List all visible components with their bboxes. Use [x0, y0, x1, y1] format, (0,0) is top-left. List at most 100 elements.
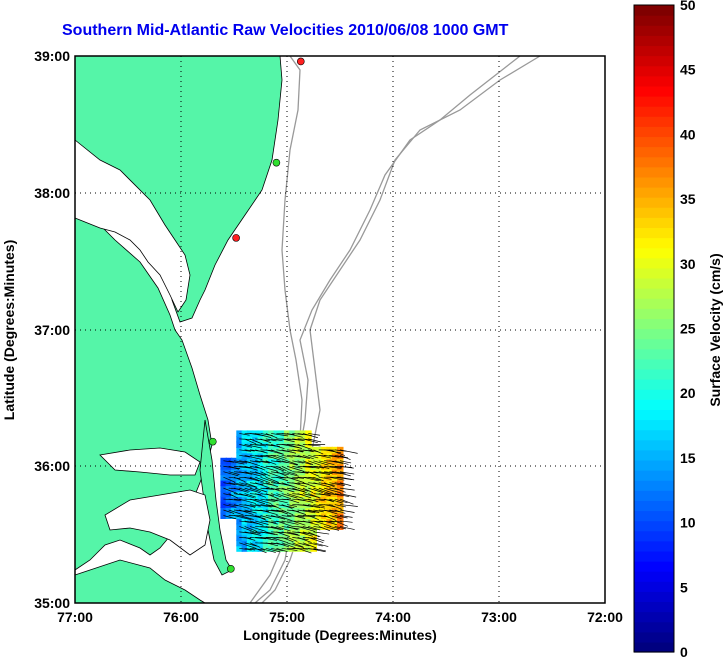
- colorbar-band: [634, 176, 674, 188]
- velocity-arrow: [276, 476, 288, 482]
- velocity-arrow: [244, 444, 263, 449]
- velocity-arrow: [281, 493, 298, 499]
- colorbar-frame: [633, 4, 675, 653]
- velocity-arrow: [339, 520, 353, 523]
- velocity-arrow: [286, 526, 298, 531]
- velocity-arrow: [323, 482, 335, 488]
- velocity-arrow: [270, 537, 289, 544]
- velocity-arrow: [339, 449, 358, 454]
- velocity-arrow: [223, 504, 237, 508]
- velocity-arrow: [308, 509, 319, 513]
- velocity-arrow: [244, 460, 260, 467]
- velocity-arrow: [308, 476, 321, 481]
- colorbar-band: [634, 358, 674, 370]
- velocity-arrow: [244, 476, 260, 482]
- velocity-arrow: [276, 509, 289, 515]
- velocity-arrow: [244, 454, 263, 460]
- velocity-arrow: [318, 460, 335, 466]
- colorbar: 0 5 10 15 20 25 30 35 40 45 50 Surface Velocity (c…: [633, 0, 723, 659]
- velocity-arrow: [313, 460, 329, 466]
- colorbar-band: [634, 207, 674, 218]
- colorbar-band: [634, 510, 674, 522]
- colorbar-band: [634, 571, 674, 582]
- colorbar-band: [634, 106, 674, 117]
- velocity-arrow: [276, 465, 287, 472]
- colorbar-band: [634, 500, 674, 512]
- velocity-arrow: [297, 493, 312, 499]
- colorbar-band: [634, 591, 674, 603]
- velocity-arrow: [228, 493, 239, 499]
- albemarle-sound: [99, 447, 201, 476]
- velocity-arrow: [270, 454, 288, 462]
- velocity-arrow: [265, 454, 281, 461]
- velocity-arrow: [244, 438, 257, 445]
- velocity-arrow: [260, 509, 278, 516]
- velocity-arrow: [308, 498, 319, 503]
- velocity-arrow: [270, 493, 282, 498]
- velocity-arrow: [334, 520, 348, 527]
- y-tick-label: 36:00: [34, 458, 70, 474]
- velocity-arrow: [223, 509, 235, 514]
- velocity-arrow: [239, 493, 255, 499]
- velocity-arrow: [308, 526, 321, 531]
- velocity-arrow: [324, 454, 340, 458]
- velocity-arrow: [286, 537, 298, 542]
- velocity-arrow: [339, 465, 354, 469]
- velocity-arrow: [276, 460, 288, 464]
- velocity-arrow: [329, 465, 342, 468]
- colorbar-band: [634, 621, 674, 633]
- velocity-arrow: [260, 438, 272, 444]
- velocity-arrow: [244, 537, 256, 541]
- velocity-arrow: [313, 471, 331, 475]
- velocity-arrow: [276, 515, 293, 522]
- velocity-arrow: [233, 504, 250, 509]
- velocity-arrow: [265, 433, 278, 439]
- velocity-arrow: [334, 504, 346, 508]
- x-tick-label: 72:00: [587, 609, 623, 625]
- velocity-arrow: [281, 537, 294, 543]
- colorbar-band: [634, 631, 674, 643]
- velocity-arrow: [249, 531, 261, 534]
- velocity-arrow: [308, 515, 319, 520]
- velocity-arrow: [276, 520, 293, 527]
- station-marker: [232, 234, 240, 242]
- velocity-arrow: [255, 487, 268, 493]
- velocity-arrow: [255, 465, 266, 471]
- velocity-arrow: [260, 537, 277, 541]
- velocity-arrow: [270, 444, 285, 450]
- velocity-arrow: [302, 433, 319, 439]
- colorbar-band: [634, 318, 674, 330]
- velocity-arrow: [271, 498, 288, 504]
- velocity-arrow: [334, 454, 349, 459]
- velocity-arrow: [249, 487, 261, 492]
- x-tick-label: 75:00: [269, 609, 305, 625]
- velocity-arrow: [244, 465, 258, 471]
- velocity-arrow: [339, 504, 358, 507]
- y-axis-label: Latitude (Degrees:Minutes): [1, 240, 17, 420]
- y-axis: 39:00 38:00 37:00 36:00 35:00 Latitude (…: [1, 48, 70, 611]
- velocity-arrow: [292, 515, 306, 519]
- y-tick-label: 37:00: [34, 322, 70, 338]
- velocity-arrow: [292, 509, 307, 515]
- velocity-arrow: [233, 476, 246, 483]
- velocity-arrow: [318, 487, 334, 494]
- velocity-arrow: [302, 487, 314, 493]
- colorbar-band: [634, 601, 674, 613]
- velocity-arrow: [313, 542, 329, 547]
- velocity-arrow: [297, 465, 314, 468]
- velocity-arrow: [239, 515, 254, 520]
- velocity-arrow: [297, 515, 316, 518]
- velocity-arrow: [255, 498, 272, 504]
- velocity-arrow: [329, 454, 346, 459]
- colorbar-tick-label: 15: [680, 450, 696, 466]
- colorbar-band: [634, 227, 674, 239]
- colorbar-band: [634, 267, 674, 279]
- velocity-arrow: [270, 504, 282, 510]
- velocity-arrow: [265, 471, 283, 478]
- velocity-arrow: [308, 493, 321, 499]
- velocity-arrow: [228, 482, 244, 487]
- velocity-arrow: [324, 498, 335, 503]
- velocity-arrow: [313, 504, 325, 507]
- velocity-arrow: [265, 476, 279, 483]
- velocity-arrow: [334, 476, 352, 481]
